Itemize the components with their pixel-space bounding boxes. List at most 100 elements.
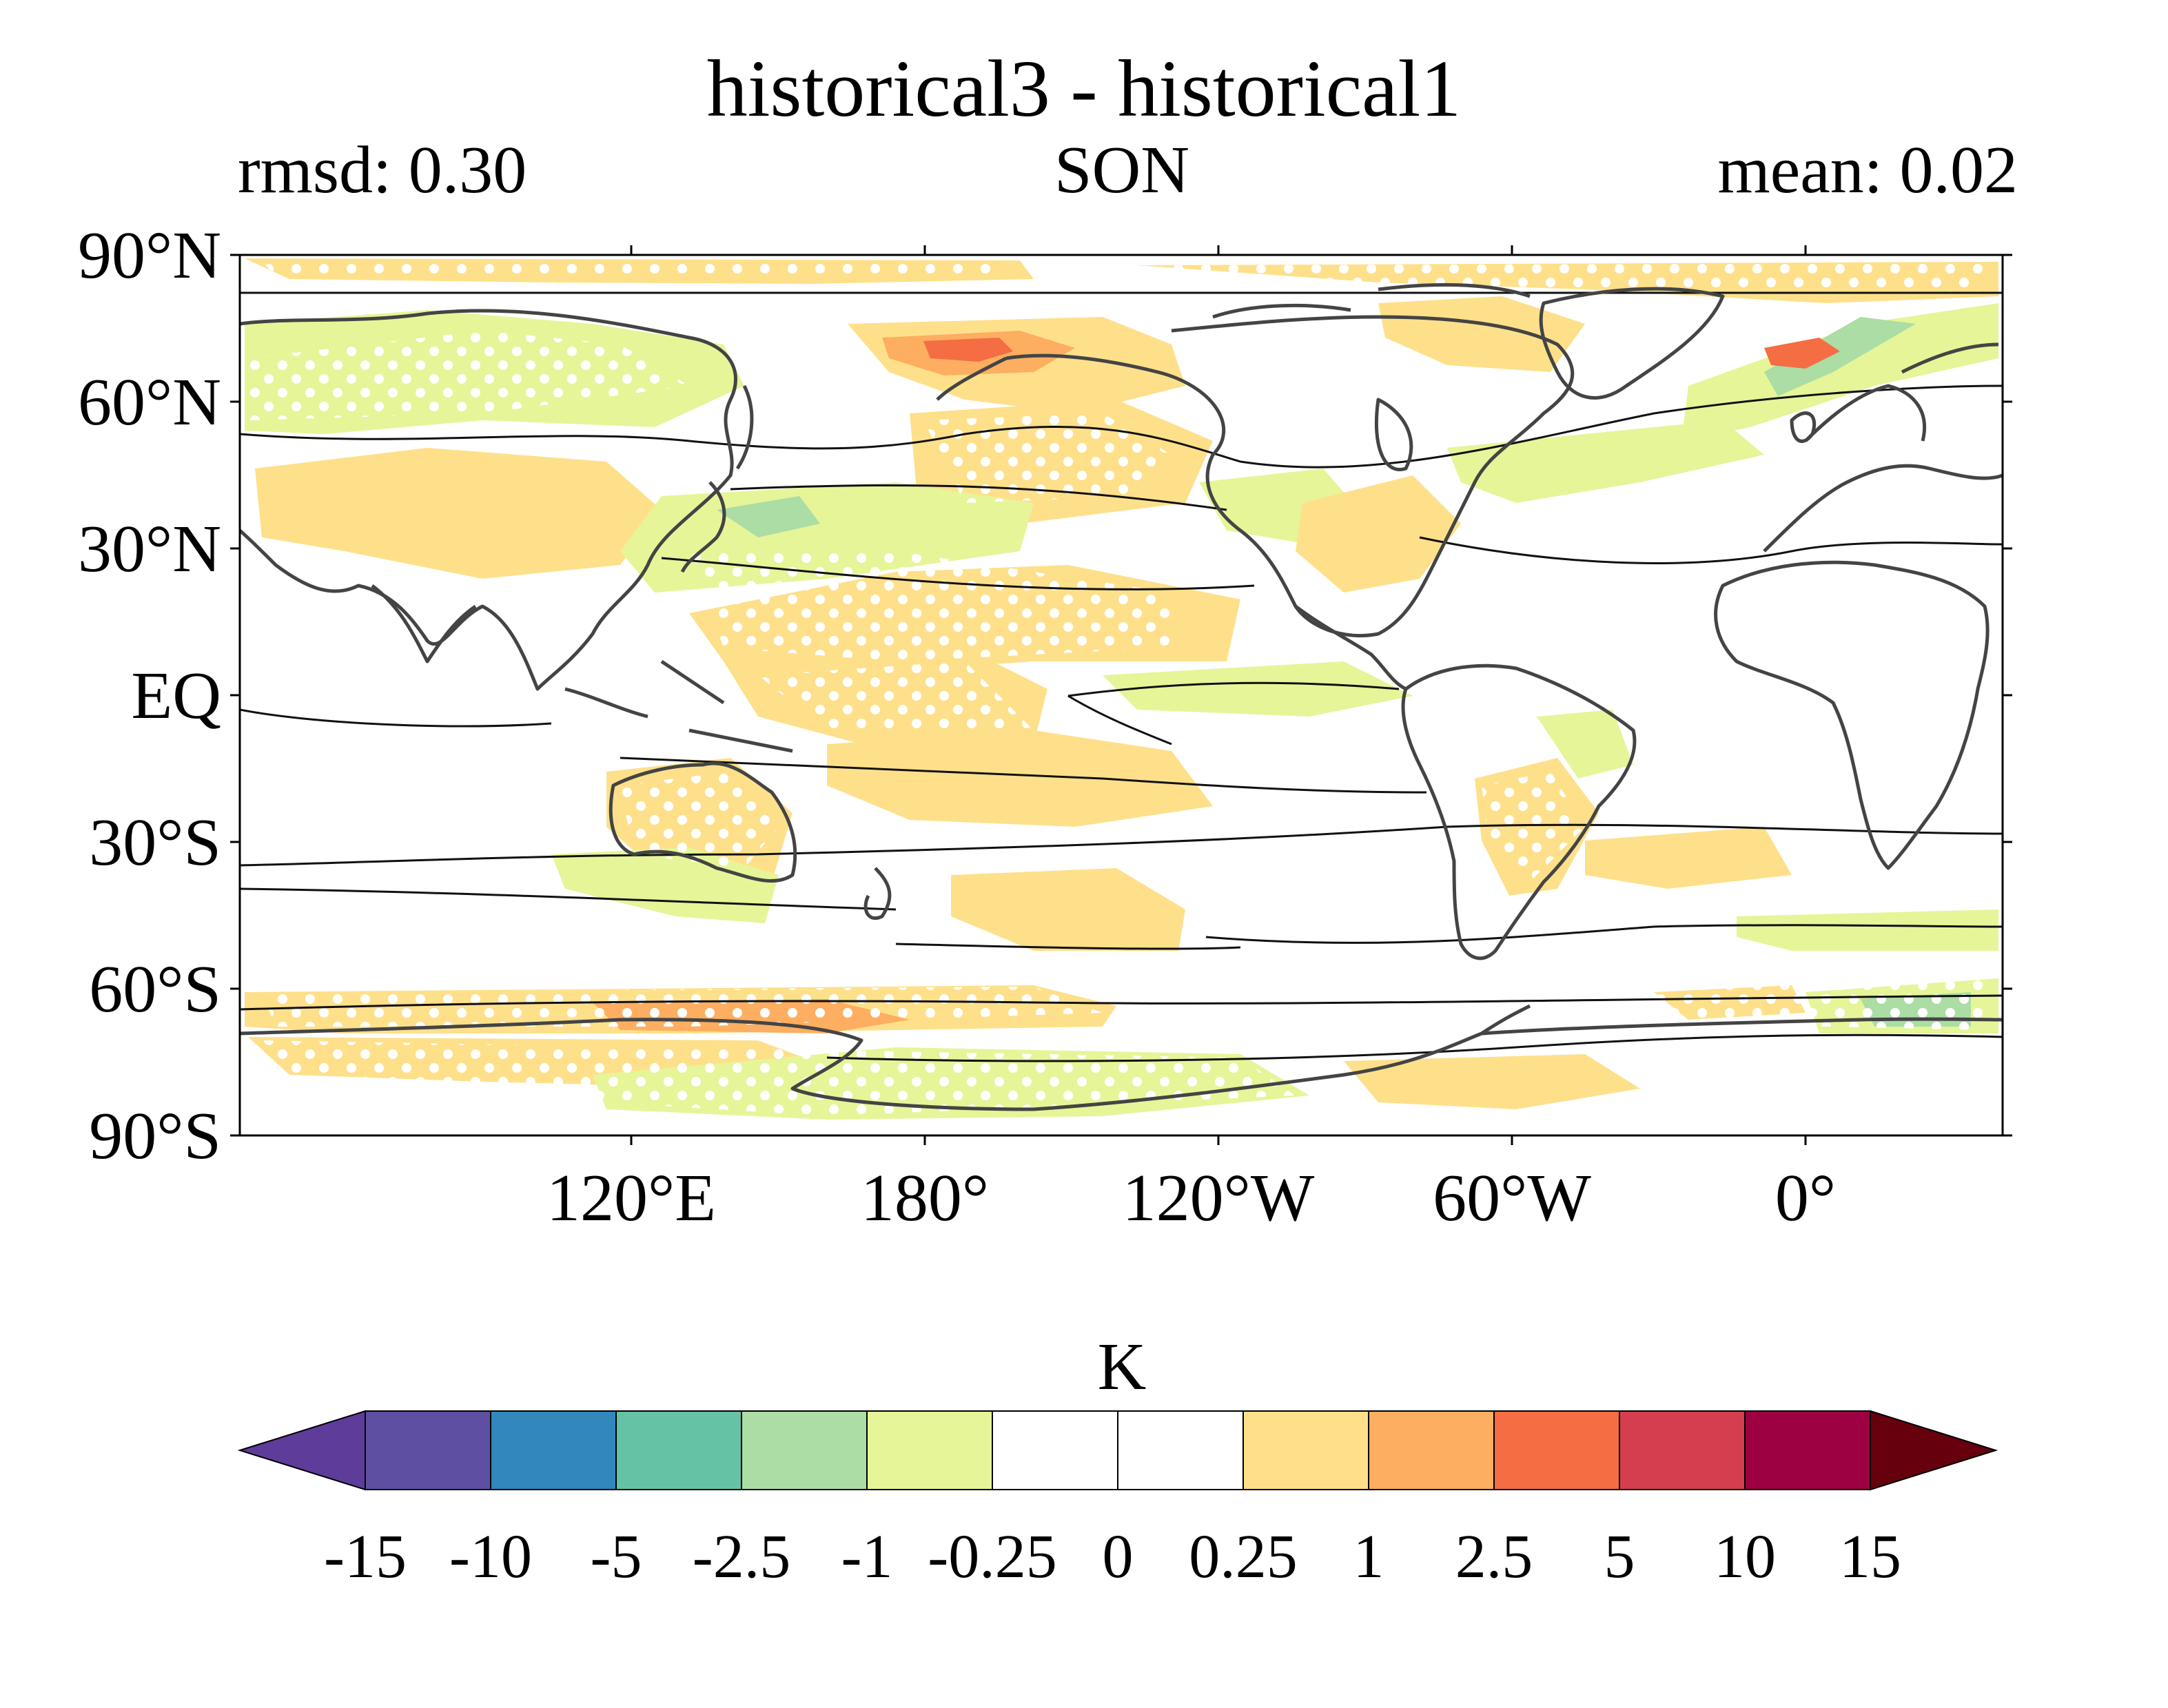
colorbar-tick: 1 (1353, 1523, 1384, 1591)
mean-label: mean: 0.02 (1717, 133, 2018, 207)
anomaly-eastus-warm (1296, 475, 1461, 593)
colorbar-tick: 0 (1102, 1523, 1134, 1591)
contour-65s (240, 994, 2003, 1011)
stipple-siberia (248, 331, 689, 420)
contour-48s (240, 887, 2003, 944)
colorbar-tick: 2.5 (1455, 1523, 1533, 1591)
coast-antarctica (240, 1017, 2003, 1111)
coast-japan (680, 481, 726, 573)
anomaly-south-pacific-warm (827, 730, 1213, 827)
coast-europe (1763, 384, 2003, 553)
coast-hudson (1374, 398, 1413, 471)
rmsd-label: rmsd: 0.30 (238, 133, 527, 207)
colorbar-swatch (365, 1410, 491, 1490)
significance-stippling (248, 260, 1985, 1116)
contour-20n (661, 557, 1255, 590)
lon-label-60w: 60°W (1433, 1161, 1591, 1235)
colorbar-tick: -5 (590, 1523, 642, 1591)
lon-label-120e: 120°E (546, 1161, 717, 1235)
stipple-trop-pacific (758, 661, 1034, 730)
anomaly-southern-ocean-cool (1737, 909, 1998, 951)
colorbar-swatch (741, 1410, 868, 1490)
contour-eq-tongue (240, 681, 1400, 745)
lat-label-30n: 30°N (78, 512, 221, 586)
anomaly-eq-pacific-cool (1103, 661, 1413, 717)
colorbar-tick: -1 (841, 1523, 893, 1591)
colorbar (237, 1410, 1998, 1491)
contour-55s (895, 943, 1241, 950)
colorbar-swatch (615, 1410, 742, 1490)
stipple-arctic-east (1172, 263, 1985, 293)
coast-arctic-islands (1212, 282, 1531, 319)
anomaly-antarctica-warm-east (1344, 1054, 1640, 1109)
colorbar-tick: -10 (449, 1523, 532, 1591)
colorbar-swatch (490, 1410, 617, 1490)
colorbar-extend-high (1870, 1410, 1998, 1491)
colorbar-swatch (1744, 1410, 1871, 1490)
stipple-australia (620, 772, 779, 868)
colorbar-extend-low (237, 1410, 366, 1491)
lat-label-60n: 60°N (78, 365, 221, 440)
colorbar-unit: K (1097, 1330, 1147, 1404)
stipple-arctic (262, 260, 1006, 277)
coastlines (240, 282, 2003, 1111)
stipple-southamerica (1482, 772, 1585, 882)
map-panel (240, 255, 2003, 1135)
coast-antarctic-peninsula (1480, 1004, 1531, 1036)
colorbar-tick: -15 (324, 1523, 407, 1591)
lon-label-120w: 120°W (1122, 1161, 1315, 1235)
anomaly-southern-pacific-warm2 (951, 868, 1185, 951)
anomaly-greenland-cool (1681, 303, 1998, 441)
contour-75s (826, 1033, 2003, 1062)
coast-africa (1714, 560, 1990, 870)
anomaly-asia-warm (255, 448, 662, 579)
colorbar-swatch (1493, 1410, 1620, 1490)
stipple-subtropics (689, 551, 1172, 661)
coast-greenland (1539, 287, 1725, 400)
contour-55n (240, 384, 2003, 469)
lat-label-60s: 60°S (89, 952, 221, 1027)
coast-kamchatka (735, 384, 754, 470)
lat-label-eq: EQ (131, 659, 221, 733)
coast-india (371, 584, 477, 663)
coast-centralamerica (1294, 604, 1407, 691)
coast-southamerica (1401, 663, 1637, 960)
contour-15s (620, 757, 1427, 794)
anomaly-kuroshio-green (717, 496, 820, 537)
lat-label-90n: 90°N (78, 218, 221, 293)
stipple-east-atlantic (1654, 978, 1985, 1030)
colorbar-swatch (1117, 1410, 1244, 1490)
colorbar-tick: 0.25 (1189, 1523, 1298, 1591)
map-title: historical3 - historical1 (706, 43, 1462, 134)
lon-label-0: 0° (1775, 1161, 1837, 1235)
anomaly-beringia-peak (923, 338, 1013, 362)
colorbar-swatch (1619, 1410, 1746, 1490)
coast-uk (1790, 411, 1817, 443)
coast-scandinavia (1901, 342, 1999, 374)
colorbar-swatch (866, 1410, 993, 1490)
colorbar-swatch (1368, 1410, 1495, 1490)
anomaly-southern-australia-cool (551, 847, 779, 923)
colorbar-tick: 15 (1839, 1523, 1901, 1591)
anomaly-nordic-warm (1764, 338, 1840, 369)
colorbar-swatch (1242, 1410, 1369, 1490)
anomaly-greenland-green (1764, 317, 1916, 396)
coast-northamerica (1005, 315, 1575, 638)
map-ticks (230, 245, 2012, 1145)
stipple-southern-band (262, 987, 1103, 1027)
coast-australia (609, 761, 797, 883)
colorbar-swatch (992, 1410, 1118, 1490)
coast-alaska (936, 356, 1008, 401)
anomaly-brazil-cool (1537, 710, 1633, 779)
lat-label-30s: 30°S (89, 805, 221, 880)
stipple-npacific (923, 413, 1172, 503)
contour-35s (240, 823, 2003, 867)
contour-35n (730, 484, 2003, 564)
colorbar-tick: 5 (1604, 1523, 1635, 1591)
coast-newzealand (863, 867, 892, 920)
colorbar-tick: -2.5 (692, 1523, 791, 1591)
lon-label-180: 180° (860, 1161, 990, 1235)
anomaly-south-atlantic-warm (1585, 827, 1792, 889)
season-label: SON (1054, 133, 1190, 207)
